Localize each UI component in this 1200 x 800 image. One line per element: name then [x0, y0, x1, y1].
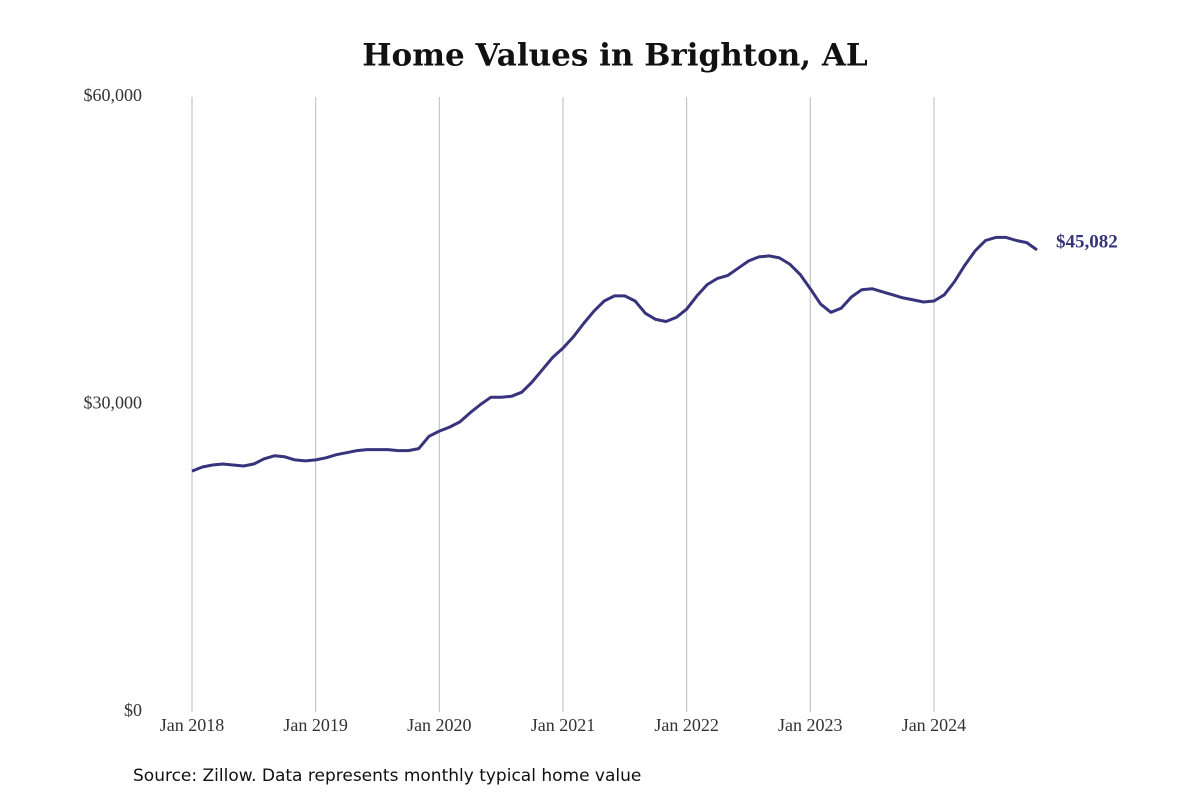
y-tick-label: $60,000	[84, 85, 143, 105]
x-tick-label: Jan 2022	[654, 715, 719, 735]
y-tick-label: $0	[124, 700, 142, 720]
x-tick-label: Jan 2021	[531, 715, 596, 735]
x-tick-label: Jan 2019	[283, 715, 348, 735]
data-label: $45,082	[1056, 231, 1118, 252]
y-tick-label: $30,000	[84, 393, 143, 413]
x-tick-label: Jan 2023	[778, 715, 843, 735]
x-tick-label: Jan 2024	[902, 715, 967, 735]
line	[191, 235, 1038, 473]
chart-title: Home Values in Brighton, AL	[362, 38, 868, 74]
x-tick-label: Jan 2018	[160, 715, 225, 735]
source-note: Source: Zillow. Data represents monthly …	[133, 766, 641, 786]
x-tick-label: Jan 2020	[407, 715, 472, 735]
